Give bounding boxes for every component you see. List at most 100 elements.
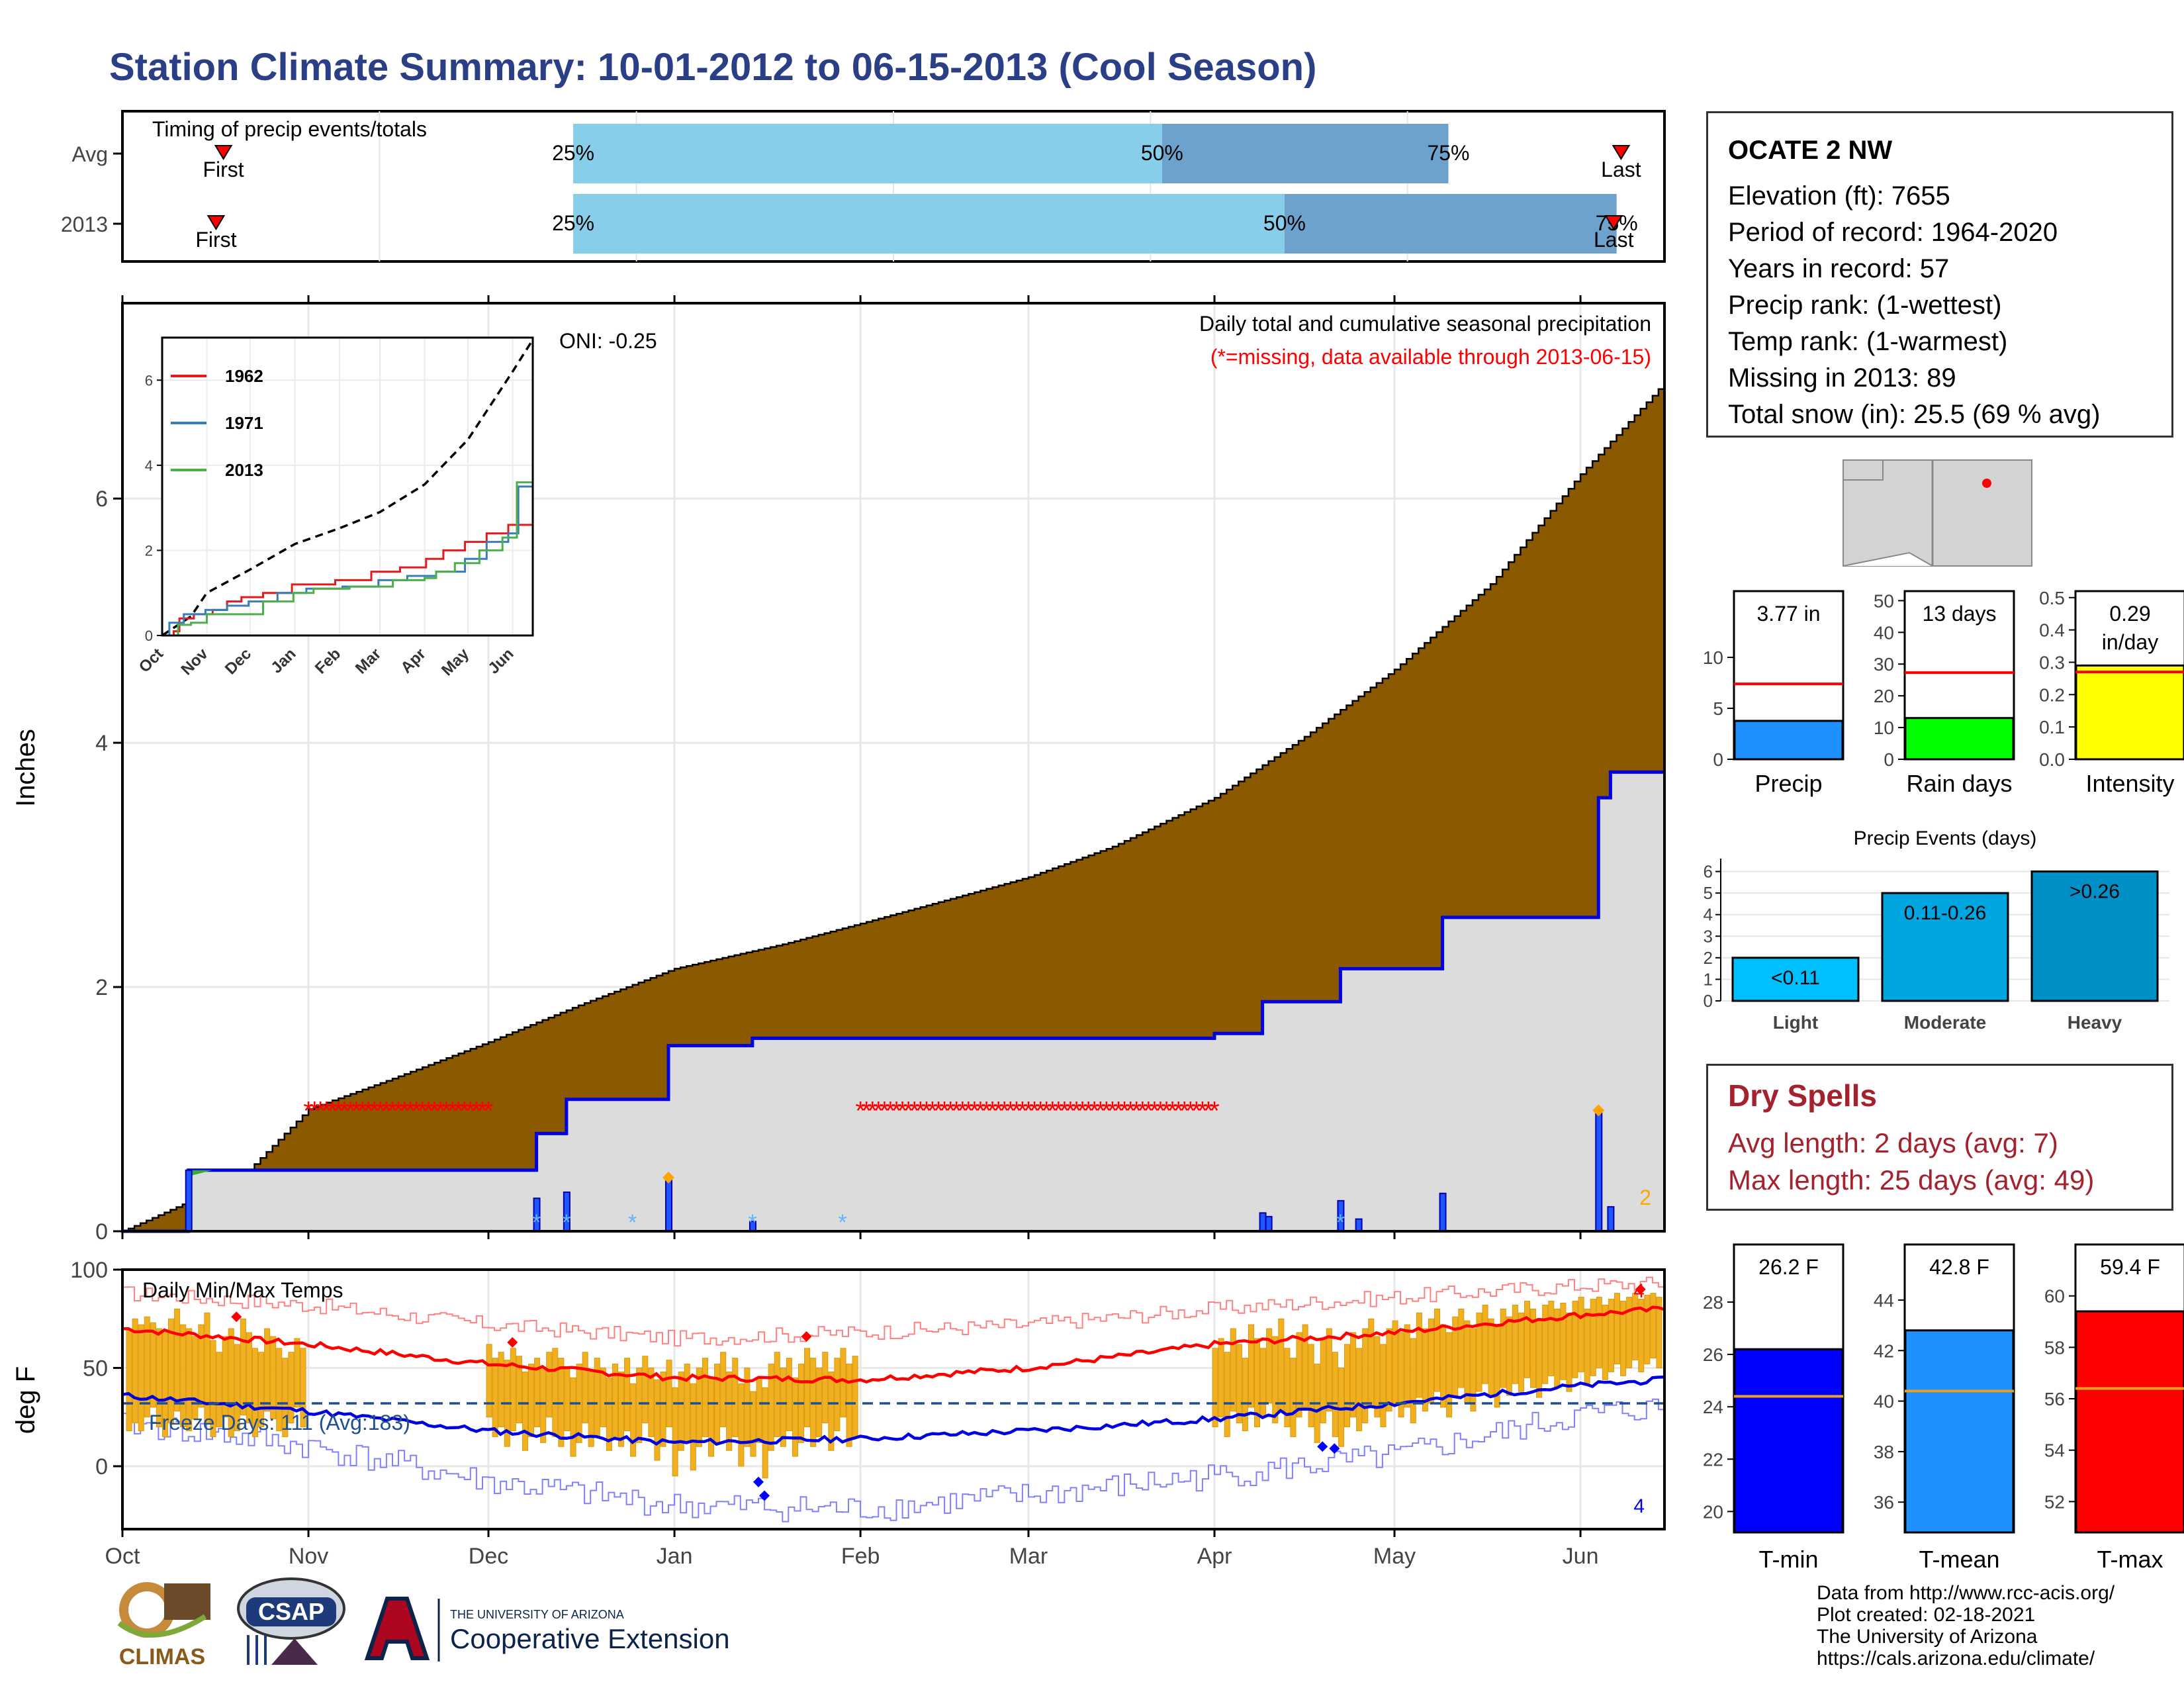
daily-temp-range-bar [1602,1304,1608,1380]
missing-day-marker: * [447,1097,458,1126]
daily-temp-range-bar [684,1364,690,1443]
missing-day-marker: * [1119,1097,1130,1126]
daily-temp-range-bar [1590,1299,1596,1376]
daily-temp-range-bar [804,1348,811,1428]
temp-panel-frame [121,1268,1666,1530]
missing-day-marker: * [411,1097,422,1126]
daily-temp-range-bar [1290,1358,1297,1437]
precip-events-category-label: Moderate [1904,1012,1986,1033]
daily-temp-range-bar [564,1367,570,1432]
missing-day-marker: * [309,1097,320,1126]
record-low-marker [1317,1441,1328,1452]
precip-summary-category-label: Intensity [2085,770,2174,797]
snow-day-marker: * [562,1210,570,1235]
missing-day-marker: * [1185,1097,1196,1126]
daily-temp-range-bar [534,1358,541,1428]
climas-label: CLIMAS [119,1644,205,1669]
missing-day-marker: * [1197,1097,1208,1126]
inset-ytick-label: 6 [145,372,153,389]
inset-ytick-label: 4 [145,457,153,474]
missing-day-marker: * [345,1097,356,1126]
timing-bar-25-50 [573,124,1162,183]
daily-temp-range-bar [606,1377,612,1451]
precip-ytick-label: 0 [95,1219,108,1244]
missing-day-marker: * [987,1097,998,1126]
ua-block-a-icon: THE UNIVERSITY OF ARIZONA Cooperative Ex… [364,1597,730,1662]
daily-temp-range-bar [630,1383,637,1457]
missing-day-marker: * [1125,1097,1136,1126]
temp-ytick-label: 54 [2044,1440,2065,1461]
overlap-wedge [188,1170,212,1176]
missing-day-marker: * [886,1097,896,1126]
daily-temp-range-bar [707,1377,715,1457]
precip-summary-ytick-label: 0 [1884,749,1894,770]
daily-temp-range-bar [1638,1299,1645,1372]
missing-day-marker: * [993,1097,1004,1126]
missing-day-marker: * [1017,1097,1028,1126]
daily-temp-range-bar [1608,1299,1614,1372]
daily-temp-range-bar [786,1358,792,1432]
missing-day-marker: * [387,1097,398,1126]
temp-ytick-label: 50 [83,1356,108,1381]
daily-precip-bar [185,1169,193,1233]
daily-temp-range-bar [1380,1344,1387,1428]
missing-day-marker: * [945,1097,956,1126]
daily-temp-range-bar [288,1352,295,1424]
daily-temp-range-bar [1386,1328,1392,1412]
temp-category-label: T-min [1759,1546,1819,1573]
daily-temp-range-bar [582,1352,588,1424]
daily-temp-range-bar [1230,1328,1236,1412]
daily-temp-range-bar [1470,1328,1477,1412]
missing-day-marker: * [933,1097,944,1126]
daily-temp-range-bar [846,1364,852,1447]
missing-day-marker: * [1089,1097,1100,1126]
daily-temp-range-bar [492,1358,498,1437]
temp-ytick-label: 20 [1703,1501,1723,1522]
missing-day-marker: * [964,1097,974,1126]
timing-q25-label: 25% [552,141,594,165]
daily-temp-range-bar [222,1336,228,1418]
missing-day-marker: * [939,1097,950,1126]
dry-spells-max: Max length: 25 days (avg: 49) [1728,1164,2095,1196]
daily-precip-bar [1355,1218,1363,1232]
precip-summary-category-label: Precip [1754,770,1822,797]
daily-temp-range-bar [1350,1332,1357,1418]
obs-cumulative-area [122,772,1664,1231]
first-event-label: First [203,158,244,181]
timing-bar-25-50 [573,194,1285,254]
daily-temp-range-bar [852,1356,858,1437]
daily-temp-range-bar [1536,1318,1543,1398]
missing-day-marker: * [424,1097,434,1126]
missing-day-marker: * [1156,1097,1166,1126]
missing-day-marker: * [909,1097,920,1126]
daily-temp-range-bar [1626,1297,1633,1368]
daily-temp-range-bar [1272,1336,1279,1424]
daily-temp-range-bar [744,1367,751,1447]
daily-temp-range-bar [828,1371,835,1451]
daily-temp-range-bar [1548,1301,1555,1376]
missing-day-marker: * [891,1097,902,1126]
daily-temp-range-bar [750,1391,756,1457]
daily-temp-range-bar [228,1328,234,1437]
daily-temp-range-bar [1374,1336,1381,1418]
first-event-marker [206,215,226,230]
missing-day-marker: * [351,1097,362,1126]
missing-day-marker: * [855,1097,866,1126]
station-location-marker [1982,479,1991,488]
missing-day-marker: * [303,1097,314,1126]
missing-day-marker: * [970,1097,980,1126]
month-axis-label: Feb [841,1544,880,1569]
temp-value-label: 26.2 F [1758,1255,1819,1279]
daily-temp-range-bar [1398,1332,1404,1418]
missing-day-marker: * [1029,1097,1040,1126]
daily-temp-range-bar [540,1367,547,1443]
missing-day-marker: * [477,1097,488,1126]
daily-temp-range-bar [1338,1367,1344,1447]
inset-legend-label-1971: 1971 [225,413,263,433]
temp-ytick-label: 40 [1874,1391,1894,1412]
daily-temp-range-bar [1542,1304,1549,1384]
missing-day-marker: * [405,1097,416,1126]
daily-temp-range-bar [1254,1338,1261,1428]
precip-events-ytick-label: 6 [1704,862,1713,882]
